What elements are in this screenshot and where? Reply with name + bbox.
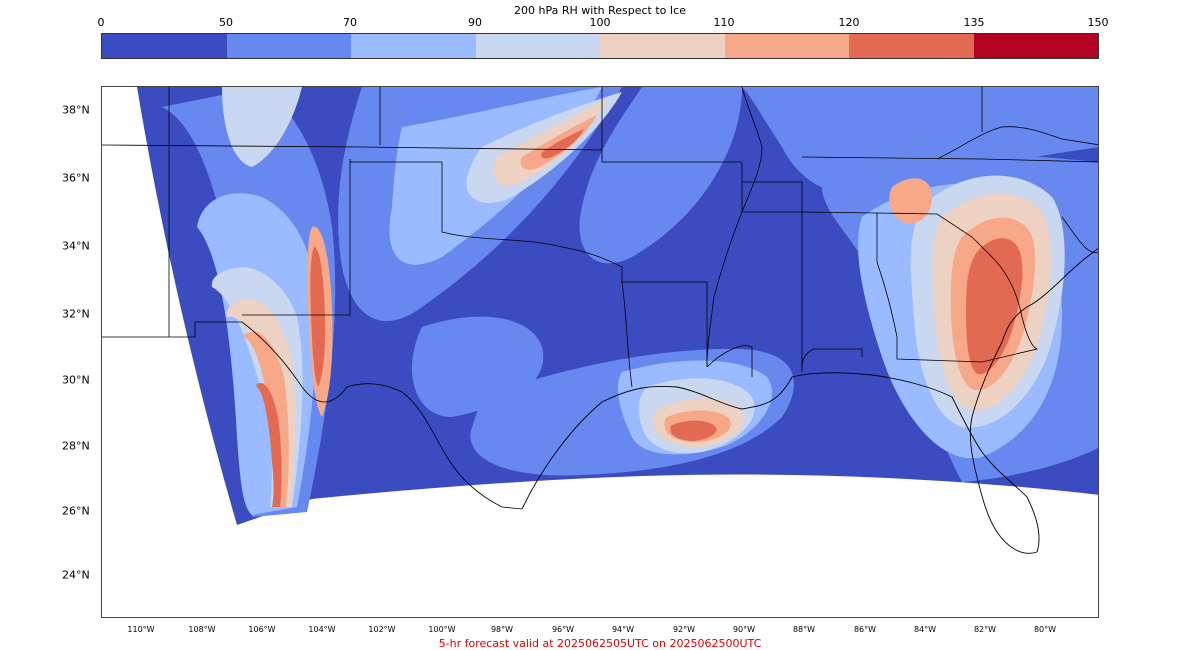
lat-label: 34°N xyxy=(62,239,90,253)
state-borders xyxy=(102,87,1098,510)
colorbar-tick: 90 xyxy=(468,16,482,29)
lat-label: 30°N xyxy=(62,373,90,387)
colorbar-segment-100-110 xyxy=(600,34,725,58)
colorbar-tick: 110 xyxy=(713,16,735,29)
lon-label: 82°W xyxy=(973,625,997,634)
map-panel xyxy=(101,86,1099,618)
lon-label: 92°W xyxy=(672,625,696,634)
colorbar-tick: 50 xyxy=(219,16,233,29)
colorbar-segment-135-150 xyxy=(973,34,1098,58)
colorbar-tick: 150 xyxy=(1087,16,1109,29)
lon-label: 86°W xyxy=(853,625,877,634)
lon-label: 94°W xyxy=(611,625,635,634)
rh-band-120-135 xyxy=(256,129,1023,507)
lon-label: 104°W xyxy=(308,625,336,634)
colorbar-segment-0-50 xyxy=(102,34,227,58)
lon-label: 100°W xyxy=(428,625,456,634)
lat-label: 32°N xyxy=(62,307,90,321)
coastline xyxy=(521,247,1098,554)
lon-label: 106°W xyxy=(248,625,276,634)
rh-field-map xyxy=(102,87,1098,554)
colorbar-segment-70-90 xyxy=(351,34,476,58)
colorbar-tick: 120 xyxy=(838,16,860,29)
lon-label: 88°W xyxy=(792,625,816,634)
lon-label: 108°W xyxy=(188,625,216,634)
lon-label: 102°W xyxy=(368,625,396,634)
forecast-valid-time: 5-hr forecast valid at 2025062505UTC on … xyxy=(438,637,762,650)
colorbar xyxy=(101,33,1099,59)
lat-label: 26°N xyxy=(62,504,90,518)
lat-label: 28°N xyxy=(62,439,90,453)
lon-label: 96°W xyxy=(551,625,575,634)
lon-label: 80°W xyxy=(1033,625,1057,634)
lon-label: 110°W xyxy=(127,625,155,634)
colorbar-segment-120-135 xyxy=(849,34,974,58)
colorbar-segment-110-120 xyxy=(724,34,849,58)
lon-label: 84°W xyxy=(913,625,937,634)
lat-label: 36°N xyxy=(62,171,90,185)
lon-label: 90°W xyxy=(732,625,756,634)
colorbar-segment-50-70 xyxy=(226,34,351,58)
lat-label: 38°N xyxy=(62,103,90,117)
colorbar-tick: 100 xyxy=(589,16,611,29)
lon-label: 98°W xyxy=(490,625,514,634)
colorbar-segment-90-100 xyxy=(475,34,600,58)
colorbar-title: 200 hPa RH with Respect to Ice xyxy=(514,4,686,17)
colorbar-tick: 0 xyxy=(97,16,105,29)
colorbar-tick: 70 xyxy=(343,16,357,29)
colorbar-tick: 135 xyxy=(963,16,985,29)
lat-label: 24°N xyxy=(62,568,90,582)
